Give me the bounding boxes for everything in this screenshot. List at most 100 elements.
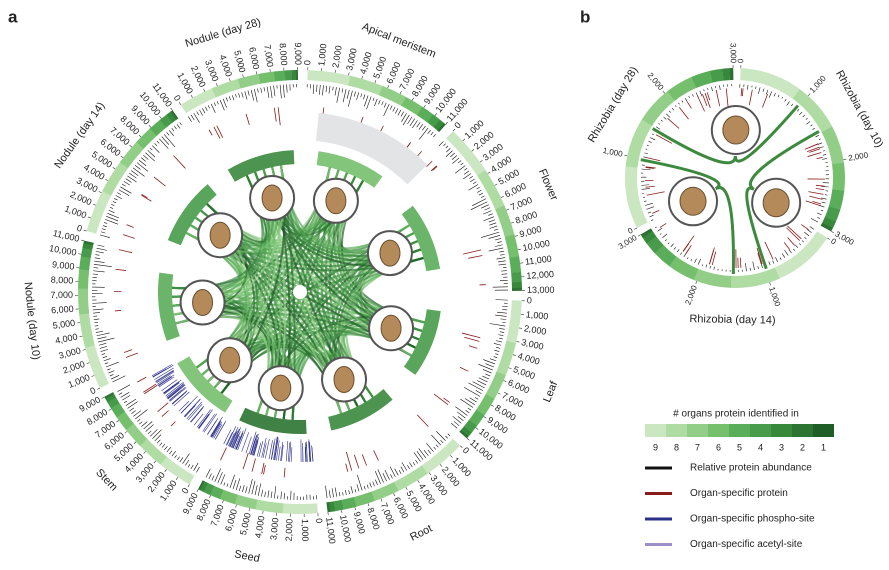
tick-label: 12,000 [526, 269, 554, 281]
ribbon [640, 158, 721, 190]
phospho-bar [264, 438, 270, 459]
abundance-bar [762, 88, 765, 92]
specific-protein-bar [273, 107, 277, 122]
tick [248, 508, 250, 512]
abundance-bar [100, 231, 106, 234]
specific-protein-bar [667, 118, 680, 129]
specific-protein-bar [808, 191, 824, 195]
ring-segment [159, 114, 173, 128]
tick [98, 191, 102, 193]
abundance-bar [363, 95, 369, 107]
specific-protein-bar [143, 383, 157, 393]
abundance-bar [484, 207, 491, 211]
abundance-bar [331, 488, 334, 498]
phospho-bar [248, 431, 257, 455]
tick [215, 83, 218, 87]
tick-label: 0 [829, 237, 838, 247]
phospho-bar [152, 364, 174, 378]
ring-segment [198, 480, 205, 491]
abundance-bar [106, 216, 119, 222]
ribbon [748, 130, 820, 191]
ring-segment [401, 96, 423, 116]
abundance-bar [456, 411, 466, 419]
phospho-bar [166, 383, 185, 398]
abundance-bar [422, 125, 426, 131]
tick-label: 2,000 [284, 519, 295, 542]
tick [153, 460, 157, 464]
specific-protein-bar [647, 157, 661, 162]
specific-protein-bar [261, 462, 265, 475]
ribbon-fan [239, 407, 307, 434]
specific-protein-bar [118, 249, 133, 254]
ring-segment [646, 236, 664, 254]
ring-segment [211, 78, 241, 98]
tick [112, 167, 116, 170]
abundance-bar [382, 473, 387, 482]
abundance-bar [354, 489, 357, 493]
ring-segment [461, 426, 472, 437]
organ-icon-shape [762, 188, 790, 218]
abundance-bar [451, 155, 458, 160]
ring-segment [393, 465, 428, 492]
abundance-bar [402, 114, 410, 126]
abundance-bar [328, 86, 331, 94]
abundance-bar [129, 407, 135, 412]
abundance-bar [821, 209, 824, 212]
tick-label: 5,000 [232, 49, 247, 73]
abundance-bar [145, 424, 154, 432]
tick [175, 477, 178, 480]
tick-label: 2,000 [848, 150, 870, 162]
abundance-bar [389, 105, 393, 110]
abundance-bar [171, 451, 176, 457]
abundance-bar [436, 431, 446, 441]
tick [348, 72, 350, 76]
ring-segment [326, 502, 329, 513]
abundance-bar [220, 474, 226, 485]
abundance-bar [266, 86, 270, 98]
tick-label: 9,000 [293, 42, 303, 65]
specific-protein-bar [678, 107, 689, 120]
tick-label: 0 [302, 60, 312, 65]
ring-segment [421, 438, 461, 474]
tick-label: 7,000 [50, 290, 73, 300]
phospho-bar [258, 440, 264, 458]
specific-protein-bar [361, 454, 367, 466]
abundance-bar [784, 99, 787, 102]
abundance-bar [395, 108, 399, 114]
abundance-bar [228, 96, 231, 101]
abundance-bar [111, 204, 115, 206]
abundance-bar [472, 381, 485, 389]
abundance-bar [225, 97, 228, 102]
abundance-bar [196, 111, 200, 116]
tick-label: 2,000 [646, 71, 666, 93]
phospho-bar [213, 424, 223, 439]
tick-label: 10,000 [338, 514, 353, 543]
abundance-bar [98, 343, 107, 346]
ring-segment [273, 70, 286, 82]
tick-label: 7,000 [509, 195, 534, 213]
tick-label: 3,000 [729, 43, 738, 64]
abundance-bar [92, 308, 104, 311]
tick [662, 90, 666, 94]
abundance-bar [482, 369, 492, 374]
tick [92, 203, 96, 206]
abundance-bar [110, 375, 120, 380]
tick [483, 416, 487, 419]
specific-protein-bar [114, 309, 122, 312]
tick [497, 392, 501, 395]
abundance-bar [131, 410, 136, 414]
specific-protein-bar [756, 247, 763, 264]
abundance-bar [493, 356, 498, 359]
abundance-bar [254, 89, 258, 103]
abundance-bar [216, 101, 219, 105]
ring-segment [139, 438, 167, 465]
tick [78, 253, 82, 255]
abundance-bar [270, 491, 273, 499]
tick-label: 1,000 [63, 203, 88, 220]
phospho-bar [167, 389, 180, 400]
phospho-bar [232, 431, 241, 449]
tick [445, 121, 448, 125]
abundance-bar [482, 375, 490, 380]
abundance-bar [493, 343, 502, 346]
legend-scale-label: 7 [695, 442, 700, 452]
